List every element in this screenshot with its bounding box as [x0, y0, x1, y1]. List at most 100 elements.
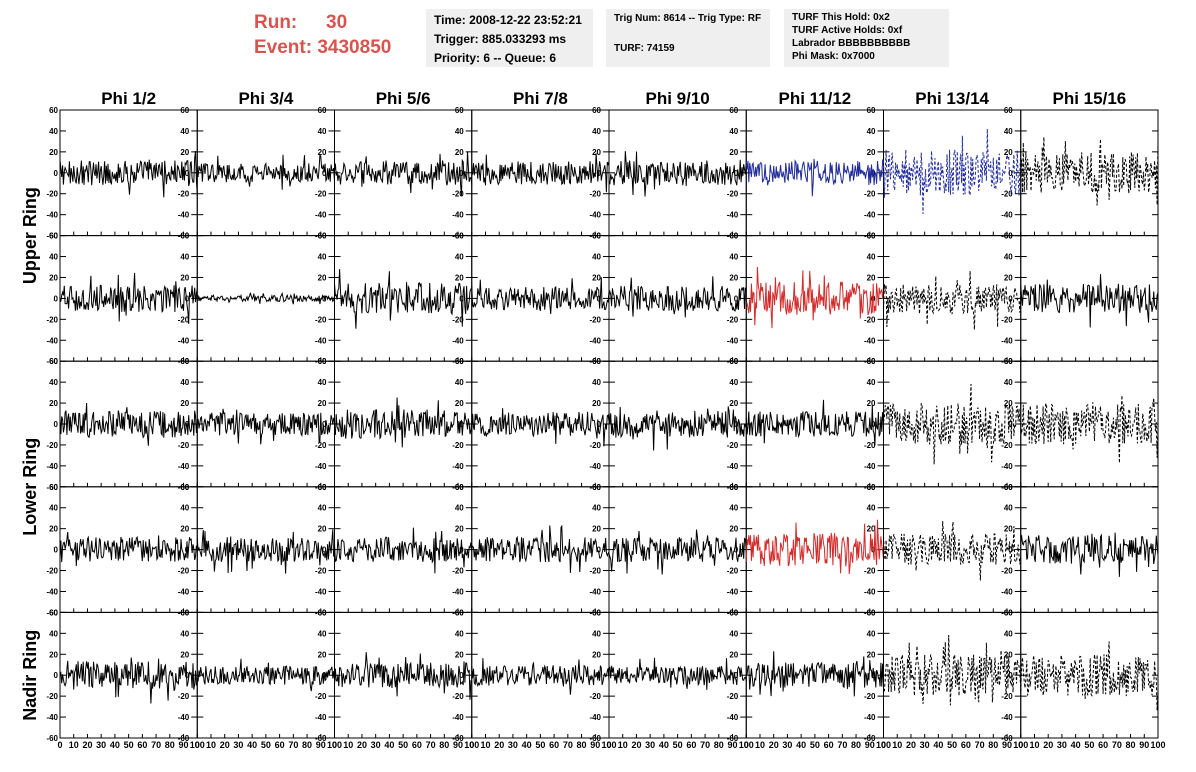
y-tick-label: 20	[180, 148, 189, 157]
y-tick-label: 60	[592, 608, 601, 617]
waveform-trace	[59, 402, 198, 446]
y-tick-label: -40	[1001, 211, 1013, 220]
x-tick-label: 0	[332, 740, 337, 750]
y-tick-label: -20	[864, 441, 876, 450]
y-tick-label: 40	[180, 629, 189, 638]
y-tick-label: 40	[729, 253, 738, 262]
x-tick-label: 20	[769, 740, 779, 750]
y-tick-label: 20	[180, 273, 189, 282]
waveform-trace	[471, 524, 610, 574]
y-tick-label: -20	[1001, 190, 1013, 199]
x-tick-label: 60	[412, 740, 422, 750]
y-tick-label: 0	[54, 671, 59, 680]
y-tick-label: -40	[1001, 462, 1013, 471]
y-tick-label: 0	[1008, 671, 1013, 680]
y-tick-label: 0	[185, 671, 190, 680]
y-tick-label: 0	[54, 546, 59, 555]
y-tick-label: -20	[864, 567, 876, 576]
y-tick-label: 60	[318, 483, 327, 492]
y-tick-label: 60	[729, 106, 738, 115]
y-tick-label: -60	[315, 357, 327, 366]
y-tick-label: 60	[318, 357, 327, 366]
y-tick-label: -40	[589, 587, 601, 596]
y-tick-label: 60	[1004, 483, 1013, 492]
y-tick-label: 60	[729, 483, 738, 492]
column-header: Phi 7/8	[513, 89, 568, 108]
x-tick-label: 50	[673, 740, 683, 750]
x-tick-label: 10	[892, 740, 902, 750]
x-tick-label: 100	[876, 740, 891, 750]
y-tick-label: 20	[455, 273, 464, 282]
x-tick-label: 50	[261, 740, 271, 750]
y-tick-label: 40	[1004, 378, 1013, 387]
row-label: Upper Ring	[20, 187, 40, 284]
column-header: Phi 5/6	[376, 89, 431, 108]
y-tick-label: 40	[592, 629, 601, 638]
y-tick-label: 20	[318, 650, 327, 659]
y-tick-label: -20	[315, 315, 327, 324]
waveform-trace	[608, 276, 747, 318]
y-tick-label: 20	[592, 650, 601, 659]
x-tick-label: 20	[1043, 740, 1053, 750]
y-tick-label: 60	[455, 357, 464, 366]
y-tick-label: 0	[1008, 546, 1013, 555]
y-tick-label: -40	[46, 713, 58, 722]
y-tick-label: -20	[727, 315, 739, 324]
x-tick-label: 0	[881, 740, 886, 750]
y-tick-label: -40	[178, 336, 190, 345]
y-tick-label: 20	[455, 525, 464, 534]
x-tick-label: 80	[851, 740, 861, 750]
x-tick-label: 100	[464, 740, 479, 750]
waveform-trace	[196, 529, 335, 574]
y-tick-label: -60	[178, 357, 190, 366]
y-tick-label: -20	[1001, 567, 1013, 576]
y-tick-label: -60	[315, 734, 327, 743]
y-tick-label: 0	[322, 169, 327, 178]
y-tick-label: 60	[867, 232, 876, 241]
waveform-trace	[334, 269, 473, 329]
y-tick-label: -60	[178, 734, 190, 743]
phi-mask-text: Phi Mask: 0x7000	[792, 51, 875, 62]
y-tick-label: 40	[592, 378, 601, 387]
y-tick-label: 20	[867, 273, 876, 282]
trig-num-text: Trig Num: 8614 -- Trig Type: RF	[614, 13, 762, 24]
waveform-trace	[1020, 274, 1159, 328]
x-tick-label: 10	[618, 740, 628, 750]
y-tick-label: 40	[729, 378, 738, 387]
waveform-trace	[334, 527, 473, 574]
y-tick-label: -40	[589, 336, 601, 345]
x-tick-label: 80	[439, 740, 449, 750]
y-tick-label: -60	[1001, 232, 1013, 241]
y-tick-label: 40	[318, 504, 327, 513]
waveform-trace	[608, 529, 747, 575]
y-tick-label: -20	[589, 190, 601, 199]
y-tick-label: 60	[867, 608, 876, 617]
x-tick-label: 70	[1112, 740, 1122, 750]
x-tick-label: 40	[659, 740, 669, 750]
y-tick-label: 20	[49, 650, 58, 659]
run-label: Run:	[254, 12, 298, 33]
y-tick-label: -20	[452, 692, 464, 701]
y-tick-label: 40	[49, 629, 58, 638]
waveform-trace	[471, 153, 610, 193]
y-tick-label: -60	[315, 608, 327, 617]
y-tick-label: -40	[864, 336, 876, 345]
y-tick-label: 0	[734, 671, 739, 680]
y-tick-label: 40	[592, 504, 601, 513]
x-tick-label: 100	[327, 740, 342, 750]
y-tick-label: 60	[867, 106, 876, 115]
x-tick-label: 10	[755, 740, 765, 750]
x-tick-label: 40	[1071, 740, 1081, 750]
y-tick-label: 20	[1004, 273, 1013, 282]
y-tick-label: 20	[1004, 650, 1013, 659]
y-tick-label: 40	[49, 127, 58, 136]
x-tick-label: 100	[739, 740, 754, 750]
y-tick-label: -40	[589, 713, 601, 722]
waveform-trace	[59, 272, 198, 325]
y-tick-label: 0	[54, 294, 59, 303]
y-tick-label: -20	[727, 441, 739, 450]
waveform-trace	[196, 658, 335, 692]
y-tick-label: 40	[455, 253, 464, 262]
column-header: Phi 11/12	[778, 89, 851, 108]
y-tick-label: -40	[589, 462, 601, 471]
